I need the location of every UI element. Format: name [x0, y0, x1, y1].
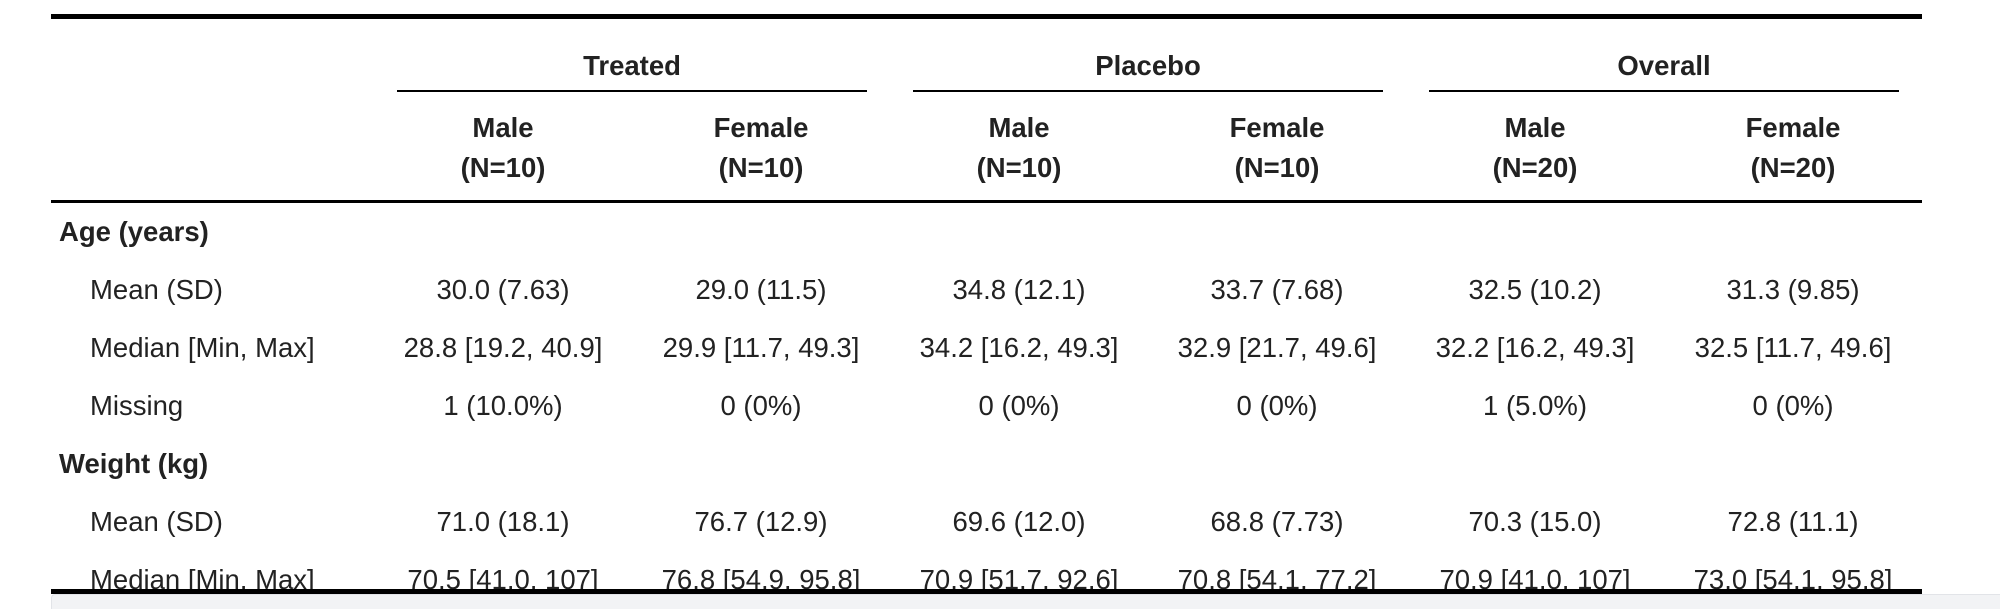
subgroup-header-row: Male (N=10) Female (N=10) Male (N=10) Femal…	[51, 96, 1923, 203]
table-cell: 70.3 (15.0)	[1468, 506, 1602, 537]
table-cell: 29.0 (11.5)	[695, 274, 827, 305]
header-spacer	[51, 96, 374, 203]
subgroup-header: Female (N=10)	[632, 96, 891, 203]
table-cell: 32.9 [21.7, 49.6]	[1177, 332, 1377, 363]
subgroup-label: Female	[713, 112, 809, 143]
table-cell: 71.0 (18.1)	[436, 506, 570, 537]
table-cell: 0 (0%)	[978, 390, 1060, 421]
group-underline	[1429, 90, 1900, 92]
table-cell: 33.7 (7.68)	[1210, 274, 1344, 305]
table-cell: 30.0 (7.63)	[436, 274, 570, 305]
header-spacer	[51, 14, 374, 96]
group-underline	[913, 90, 1384, 92]
section-row-age: Age (years)	[51, 202, 1922, 262]
summary-table: Treated Placebo Overall Male (N=10) Femal…	[51, 14, 1923, 609]
scroll-container-edge	[51, 594, 2000, 609]
subgroup-header: Female (N=10)	[1148, 96, 1407, 203]
table-top-rule	[51, 14, 1922, 19]
subgroup-n: (N=10)	[718, 152, 804, 183]
group-label: Treated	[583, 50, 681, 81]
section-label: Weight (kg)	[59, 448, 209, 479]
table-cell: 29.9 [11.7, 49.3]	[662, 332, 860, 363]
row-label: Mean (SD)	[90, 506, 223, 537]
table-row: Median [Min, Max] 28.8 [19.2, 40.9] 29.9…	[51, 319, 1922, 377]
table-cell: 32.2 [16.2, 49.3]	[1435, 332, 1635, 363]
table-cell: 68.8 (7.73)	[1210, 506, 1344, 537]
subgroup-label: Female	[1745, 112, 1841, 143]
subgroup-label: Male	[988, 112, 1050, 143]
table-cell: 34.8 (12.1)	[952, 274, 1086, 305]
table-row: Mean (SD) 30.0 (7.63) 29.0 (11.5) 34.8 (…	[51, 261, 1922, 319]
subgroup-header: Female (N=20)	[1664, 96, 1923, 203]
table-cell: 1 (10.0%)	[443, 390, 563, 421]
table-cell: 1 (5.0%)	[1483, 390, 1587, 421]
table-cell: 0 (0%)	[1752, 390, 1834, 421]
table-cell: 0 (0%)	[1236, 390, 1318, 421]
table-cell: 72.8 (11.1)	[1727, 506, 1859, 537]
group-label: Placebo	[1095, 50, 1201, 81]
table-cell: 76.7 (12.9)	[694, 506, 828, 537]
table-cell: 0 (0%)	[720, 390, 802, 421]
subgroup-header: Male (N=10)	[374, 96, 632, 203]
table-cell: 32.5 [11.7, 49.6]	[1694, 332, 1892, 363]
group-header-treated: Treated	[374, 14, 890, 96]
table-row: Missing 1 (10.0%) 0 (0%) 0 (0%) 0 (0%) 1…	[51, 377, 1922, 435]
group-header-placebo: Placebo	[890, 14, 1406, 96]
table-cell: 34.2 [16.2, 49.3]	[919, 332, 1119, 363]
table-cell: 69.6 (12.0)	[952, 506, 1086, 537]
row-label: Median [Min, Max]	[90, 332, 315, 363]
subgroup-n: (N=10)	[1234, 152, 1320, 183]
table-bottom-rule	[51, 589, 1922, 594]
subgroup-n: (N=20)	[1492, 152, 1578, 183]
subgroup-n: (N=10)	[460, 152, 546, 183]
section-label: Age (years)	[59, 216, 209, 247]
subgroup-header: Male (N=10)	[890, 96, 1149, 203]
group-header-overall: Overall	[1406, 14, 1922, 96]
subgroup-header: Male (N=20)	[1406, 96, 1665, 203]
row-label: Mean (SD)	[90, 274, 223, 305]
section-row-weight: Weight (kg)	[51, 435, 1922, 493]
group-underline	[397, 90, 868, 92]
table-cell: 31.3 (9.85)	[1726, 274, 1860, 305]
table-cell: 28.8 [19.2, 40.9]	[403, 332, 603, 363]
subgroup-n: (N=20)	[1750, 152, 1836, 183]
subgroup-label: Female	[1229, 112, 1325, 143]
subgroup-label: Male	[472, 112, 534, 143]
table-cell: 32.5 (10.2)	[1468, 274, 1602, 305]
subgroup-n: (N=10)	[976, 152, 1062, 183]
group-header-row: Treated Placebo Overall	[51, 14, 1922, 96]
row-label: Missing	[90, 390, 184, 421]
group-label: Overall	[1617, 50, 1711, 81]
table-row: Mean (SD) 71.0 (18.1) 76.7 (12.9) 69.6 (…	[51, 493, 1922, 551]
subgroup-label: Male	[1504, 112, 1566, 143]
